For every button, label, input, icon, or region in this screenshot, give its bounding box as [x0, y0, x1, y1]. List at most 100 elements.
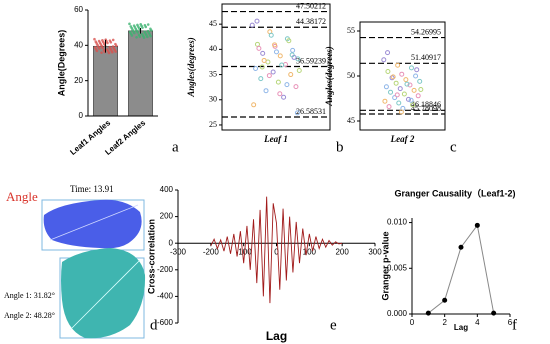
y-tick-label: 0: [169, 238, 174, 247]
point: [251, 102, 257, 108]
bar-point: [146, 23, 150, 26]
point: [393, 80, 399, 86]
point: [293, 84, 299, 90]
data-line: [210, 196, 343, 304]
point: [382, 98, 388, 104]
point: [405, 96, 411, 102]
bar-point: [111, 45, 115, 48]
marker: [425, 310, 431, 316]
point: [413, 73, 419, 79]
bar-point: [128, 22, 131, 26]
x-tick-label: 2: [442, 318, 447, 327]
bar-point: [140, 32, 144, 36]
angle-label: Angle 1: 31.82°: [4, 291, 55, 300]
point: [389, 75, 395, 81]
point: [383, 84, 389, 90]
bar-point: [94, 40, 98, 44]
x-axis-label: Leaf 1: [263, 134, 288, 144]
leaf-2: [61, 248, 146, 339]
point: [277, 53, 283, 59]
x-tick-label: -200: [203, 247, 220, 256]
reference-label: 54.26995: [411, 27, 441, 36]
point: [290, 47, 296, 53]
point: [294, 110, 300, 116]
point: [259, 64, 265, 70]
bar-point: [93, 46, 97, 49]
x-tick-label: 4: [475, 318, 480, 327]
point: [270, 69, 276, 75]
point: [385, 69, 391, 74]
bar-point: [102, 48, 106, 52]
point: [296, 68, 302, 74]
point: [288, 72, 294, 78]
x-axis-label: Lag: [266, 329, 287, 343]
bar-point: [105, 48, 109, 51]
x-tick-label: -300: [170, 247, 187, 256]
bar-point: [139, 22, 143, 26]
point: [408, 97, 414, 103]
point: [407, 82, 413, 88]
panel-label: b: [336, 139, 344, 155]
angle-line: [49, 204, 139, 241]
point: [410, 102, 416, 108]
y-tick-label: 35: [209, 69, 217, 78]
point: [258, 76, 264, 82]
point: [254, 41, 260, 47]
point: [263, 88, 269, 94]
point: [268, 32, 274, 38]
point: [395, 62, 401, 68]
y-tick-label: 0.000: [387, 309, 408, 318]
point: [417, 78, 423, 84]
point: [415, 93, 421, 99]
point: [385, 50, 391, 56]
y-tick-label: 40: [209, 44, 217, 53]
point: [397, 86, 403, 92]
image-panel: Angle Time: 13.91 Angle 1: 31.82° Angle …: [4, 184, 158, 339]
leaf-1: [43, 199, 142, 249]
bar-point: [128, 30, 132, 34]
reference-label: 45.78098: [411, 104, 441, 113]
y-tick-label: 30: [209, 95, 217, 104]
time-label: Time: 13.91: [70, 184, 114, 194]
y-tick-label: 0: [79, 111, 84, 120]
bar-point: [137, 33, 141, 37]
y-axis-label: Angles(degrees): [186, 37, 196, 98]
y-tick-label: 0.005: [387, 263, 408, 272]
point: [281, 94, 287, 100]
y-axis-label: Cross-correlation: [146, 219, 156, 294]
point: [261, 57, 267, 63]
y-tick-label: 400: [160, 185, 174, 194]
x-tick-label: 300: [368, 247, 382, 256]
point: [396, 100, 402, 106]
y-axis-label: Granger p-value: [380, 231, 390, 300]
y-axis-label: Angle(Degrees): [56, 30, 66, 97]
y-tick-label: 25: [209, 120, 217, 129]
point: [266, 73, 272, 79]
marker: [491, 310, 497, 316]
point: [386, 104, 392, 110]
point: [394, 92, 400, 98]
point: [390, 74, 396, 80]
point: [418, 87, 424, 92]
point: [411, 87, 417, 93]
point: [256, 45, 262, 51]
bar-point: [149, 27, 152, 31]
panel-label: d: [150, 317, 158, 333]
reference-label: 51.40917: [411, 53, 441, 62]
bar-point: [100, 51, 103, 54]
reference-label: 47.50212: [296, 1, 326, 10]
x-tick-label: 200: [335, 247, 349, 256]
reference-label: 36.59239: [296, 56, 326, 65]
x-axis-label: Leaf 2: [390, 134, 415, 144]
point: [399, 71, 405, 77]
bar-point: [101, 39, 104, 42]
point: [404, 81, 410, 87]
point: [275, 79, 281, 85]
data-line: [428, 224, 495, 314]
point: [403, 77, 409, 83]
angle-label: Angle 2: 48.28°: [4, 311, 55, 320]
x-tick-label: 0: [274, 247, 279, 256]
marker: [442, 297, 448, 303]
y-tick-label: 40: [74, 40, 83, 49]
